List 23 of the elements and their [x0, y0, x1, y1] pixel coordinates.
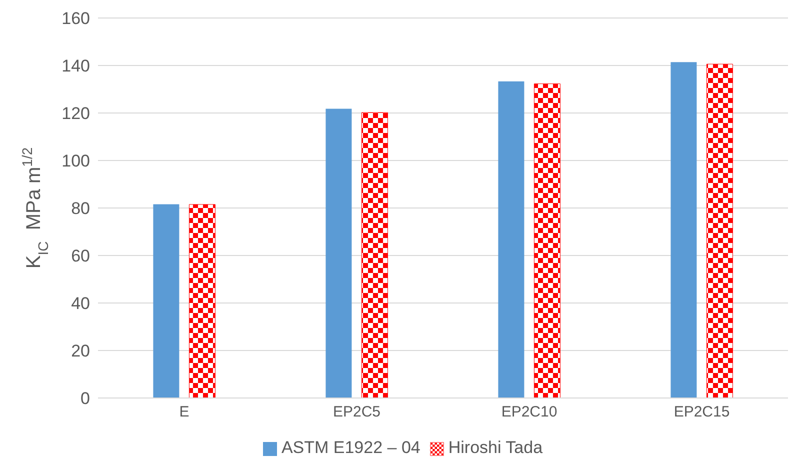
- x-tick-label: EP2C5: [332, 404, 381, 421]
- y-tick-label: 0: [80, 389, 90, 408]
- y-tick-label: 160: [62, 9, 90, 28]
- y-tick-label: 140: [62, 56, 90, 76]
- y-tick-label: 120: [62, 104, 90, 124]
- bar: [188, 204, 216, 398]
- y-tick-label: 20: [71, 342, 90, 361]
- bar: [498, 81, 524, 398]
- y-tick-label: 40: [71, 294, 90, 314]
- bar: [361, 112, 388, 398]
- x-tick-label: EP2C10: [501, 404, 558, 421]
- y-tick-label: 100: [62, 152, 90, 171]
- legend-label: Hiroshi Tada: [448, 438, 543, 457]
- bar: [706, 64, 733, 398]
- bar: [153, 204, 180, 398]
- bar: [534, 84, 560, 398]
- bar: [670, 62, 697, 398]
- y-tick-label: 80: [71, 199, 90, 218]
- x-tick-label: E: [179, 404, 190, 421]
- legend-label: ASTM E1922 – 04: [281, 438, 420, 457]
- bar: [326, 108, 352, 398]
- x-tick-label: EP2C15: [674, 404, 730, 421]
- y-tick-label: 60: [71, 246, 90, 266]
